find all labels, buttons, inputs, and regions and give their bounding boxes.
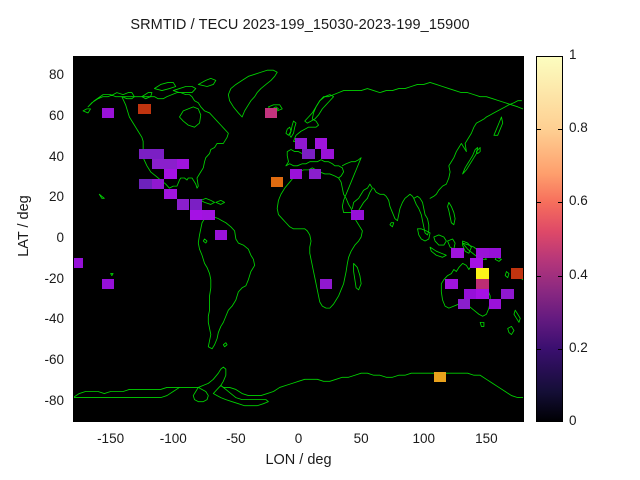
data-cell (476, 268, 489, 279)
data-cell (463, 288, 477, 299)
data-cell (164, 158, 177, 169)
data-cell-layer (73, 56, 524, 422)
data-cell (319, 278, 333, 289)
data-cell (264, 107, 278, 118)
data-cell (488, 298, 502, 310)
colorbar-tick-mark (536, 421, 541, 422)
data-cell (294, 138, 308, 149)
y-tick-label: -40 (44, 311, 64, 327)
colorbar-tick-mark (558, 275, 563, 277)
data-cell (151, 148, 165, 159)
data-cell (164, 189, 177, 200)
data-cell (151, 179, 165, 190)
colorbar-tick-label: 0 (569, 413, 577, 428)
colorbar: 0 0.2 0.4 0.6 0.8 1 (536, 47, 588, 428)
colorbar-gradient (536, 56, 563, 422)
data-cell (445, 278, 458, 289)
colorbar-tick-mark (558, 421, 563, 422)
data-cell (101, 278, 115, 289)
data-cell (433, 372, 447, 383)
colorbar-tick-mark (536, 56, 541, 57)
data-cell (189, 199, 203, 210)
data-cell (189, 209, 203, 220)
data-cell (302, 148, 315, 159)
data-cell (308, 168, 322, 179)
data-cell (289, 168, 303, 179)
data-cell (321, 148, 334, 159)
colorbar-tick-label: 0.8 (569, 120, 588, 136)
data-cell (476, 278, 489, 289)
data-cell (139, 148, 152, 159)
x-tick-label: 50 (353, 431, 369, 446)
colorbar-tick-label: 0.4 (569, 266, 588, 282)
data-cell (511, 268, 524, 279)
data-cell (214, 229, 228, 240)
data-cell (151, 158, 165, 169)
y-tick-label: 80 (48, 67, 64, 83)
x-tick-label: 100 (412, 431, 436, 446)
data-cell (501, 288, 514, 299)
y-axis-label: LAT / deg (16, 195, 32, 257)
y-tick-label: 60 (48, 108, 64, 123)
data-cell (176, 158, 190, 169)
x-tick-label: 0 (294, 431, 303, 446)
y-tick-label: -80 (44, 392, 64, 408)
data-cell (164, 168, 177, 179)
data-cell (176, 199, 190, 210)
data-cell (451, 248, 464, 259)
map-plot-area[interactable] (73, 56, 524, 422)
colorbar-tick-mark (536, 348, 541, 350)
colorbar-tick-mark (558, 202, 563, 204)
y-tick-label: -60 (44, 352, 64, 367)
data-cell (351, 209, 364, 220)
colorbar-tick-mark (558, 348, 563, 350)
colorbar-tick-mark (558, 129, 563, 131)
data-cell (73, 258, 84, 269)
y-tick-label: -20 (44, 270, 64, 286)
colorbar-tick-mark (536, 129, 541, 131)
colorbar-tick-mark (536, 202, 541, 204)
y-tick-label: 0 (56, 230, 64, 245)
data-cell (202, 209, 215, 220)
data-cell (138, 103, 151, 114)
data-cell (139, 179, 152, 190)
x-tick-label: 150 (475, 431, 498, 446)
data-cell (314, 138, 328, 149)
data-cell (101, 107, 115, 118)
x-tick-label: -50 (226, 431, 246, 446)
x-tick-label: -150 (97, 431, 125, 446)
colorbar-tick-label: 0.2 (569, 339, 588, 355)
data-cell (488, 248, 502, 259)
data-cell (457, 298, 471, 310)
data-cell (476, 288, 489, 299)
y-tick-label: 20 (48, 189, 64, 205)
data-cell (470, 258, 483, 269)
colorbar-tick-mark (558, 56, 563, 57)
colorbar-tick-label: 1 (569, 47, 577, 62)
plot-title: SRMTID / TECU 2023-199_15030-2023-199_15… (130, 17, 470, 33)
data-cell (476, 248, 489, 259)
colorbar-tick-label: 0.6 (569, 193, 588, 209)
colorbar-tick-mark (536, 275, 541, 277)
data-cell (270, 176, 284, 188)
x-tick-label: -100 (159, 431, 187, 446)
x-axis-label: LON / deg (265, 452, 332, 468)
y-tick-label: 40 (48, 148, 64, 164)
